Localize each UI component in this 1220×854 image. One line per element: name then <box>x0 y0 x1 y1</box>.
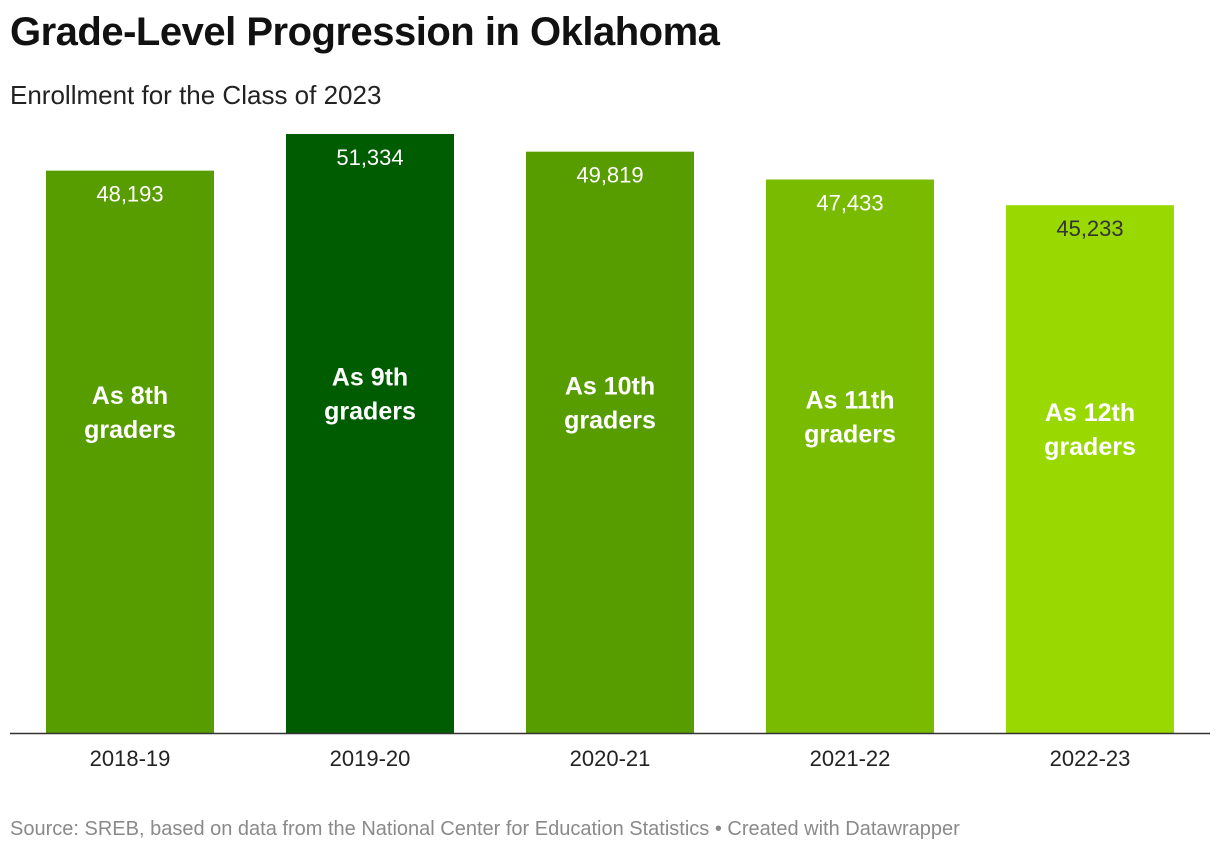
value-label: 49,819 <box>576 163 643 188</box>
x-tick-label: 2019-20 <box>330 746 411 771</box>
bar-annotation: As 12th <box>1045 399 1135 427</box>
bar-annotation: As 11th <box>806 386 895 414</box>
bar-2022-23 <box>1006 205 1174 733</box>
bar-2020-21 <box>526 151 694 734</box>
x-tick-label: 2021-22 <box>810 746 891 771</box>
value-label: 45,233 <box>1056 216 1123 241</box>
bar-annotation: graders <box>804 420 896 448</box>
chart-footer: Source: SREB, based on data from the Nat… <box>10 818 960 841</box>
bar-2021-22 <box>766 179 934 733</box>
bar-2019-20 <box>286 134 454 733</box>
source-label: Source: <box>10 818 79 840</box>
value-label: 47,433 <box>816 191 883 216</box>
source-text: SREB, based on data from the National Ce… <box>84 818 710 840</box>
chart-title: Grade-Level Progression in Oklahoma <box>10 10 720 54</box>
x-tick-label: 2022-23 <box>1050 746 1131 771</box>
bar-annotation: graders <box>564 406 656 434</box>
credit-text: Created with Datawrapper <box>727 818 960 840</box>
bar-annotation: graders <box>324 398 416 426</box>
value-label: 51,334 <box>336 145 403 170</box>
value-label: 48,193 <box>96 182 163 207</box>
x-tick-label: 2018-19 <box>90 746 171 771</box>
bar-annotation: As 9th <box>332 364 408 392</box>
bar-annotation: As 8th <box>92 382 168 410</box>
chart-subtitle: Enrollment for the Class of 2023 <box>10 80 382 110</box>
bar-annotation: graders <box>1044 433 1136 461</box>
footer-separator: • <box>714 818 722 840</box>
bar-2018-19 <box>46 170 214 734</box>
x-tick-label: 2020-21 <box>570 746 651 771</box>
bar-annotation: As 10th <box>565 372 655 400</box>
bar-annotation: graders <box>84 416 176 444</box>
